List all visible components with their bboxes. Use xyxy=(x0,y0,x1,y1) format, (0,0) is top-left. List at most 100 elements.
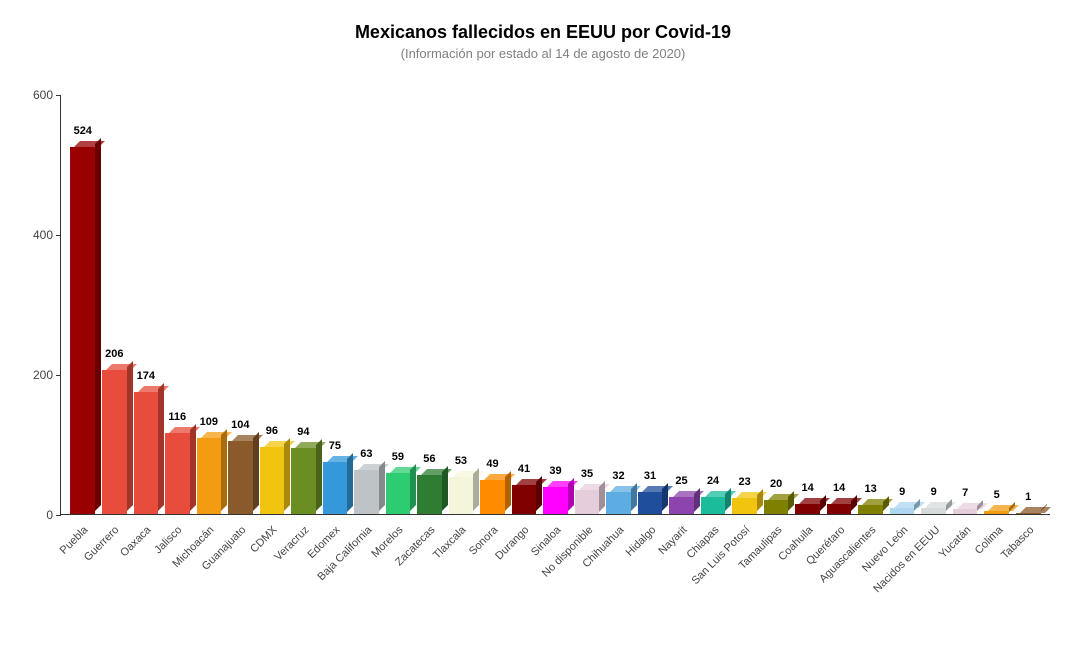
bar: 9 xyxy=(921,508,946,514)
value-label: 116 xyxy=(168,411,186,423)
value-label: 7 xyxy=(962,487,968,499)
bar: 56 xyxy=(417,475,442,514)
bar: 116 xyxy=(165,433,190,514)
bar: 14 xyxy=(795,504,820,514)
bar-slot: 524 xyxy=(67,95,99,514)
x-axis-label: Oaxaca xyxy=(118,524,153,559)
plot-area: 5242061741161091049694756359565349413935… xyxy=(60,95,1050,515)
bar: 524 xyxy=(70,147,95,514)
y-tick-mark xyxy=(56,235,61,236)
value-label: 35 xyxy=(581,468,593,480)
bar: 59 xyxy=(386,473,411,514)
bar: 104 xyxy=(228,441,253,514)
chart-title: Mexicanos fallecidos en EEUU por Covid-1… xyxy=(0,22,1086,43)
bar: 96 xyxy=(260,447,285,514)
bar-slot: 7 xyxy=(949,95,981,514)
bar-slot: 13 xyxy=(855,95,887,514)
value-label: 53 xyxy=(455,455,467,467)
y-tick-mark xyxy=(56,515,61,516)
bar: 35 xyxy=(575,490,600,515)
bar-slot: 23 xyxy=(729,95,761,514)
bar-slot: 14 xyxy=(823,95,855,514)
value-label: 9 xyxy=(931,486,937,498)
value-label: 32 xyxy=(612,470,624,482)
value-label: 109 xyxy=(200,416,218,428)
bar-slot: 31 xyxy=(634,95,666,514)
bar-slot: 104 xyxy=(225,95,257,514)
bar-slot: 5 xyxy=(981,95,1013,514)
bar: 1 xyxy=(1016,513,1041,514)
bar-slot: 75 xyxy=(319,95,351,514)
bar: 41 xyxy=(512,485,537,514)
bar-slot: 39 xyxy=(540,95,572,514)
value-label: 174 xyxy=(137,370,155,382)
x-axis-label: Tabasco xyxy=(999,524,1036,561)
value-label: 24 xyxy=(707,475,719,487)
bar: 174 xyxy=(134,392,159,514)
value-label: 20 xyxy=(770,478,782,490)
value-label: 41 xyxy=(518,463,530,475)
bar-slot: 1 xyxy=(1012,95,1044,514)
bar: 24 xyxy=(701,497,726,514)
bar-slot: 24 xyxy=(697,95,729,514)
value-label: 9 xyxy=(899,486,905,498)
bar: 39 xyxy=(543,487,568,514)
bar-top-face xyxy=(1020,507,1051,513)
bar: 9 xyxy=(890,508,915,514)
value-label: 56 xyxy=(423,453,435,465)
bar-slot: 32 xyxy=(603,95,635,514)
bar-slot: 35 xyxy=(571,95,603,514)
bar-slot: 116 xyxy=(162,95,194,514)
bar-slot: 96 xyxy=(256,95,288,514)
bar: 13 xyxy=(858,505,883,514)
y-tick-label: 600 xyxy=(33,88,53,102)
bar: 25 xyxy=(669,497,694,515)
value-label: 75 xyxy=(329,440,341,452)
value-label: 5 xyxy=(994,489,1000,501)
bar-slot: 9 xyxy=(886,95,918,514)
chart-subtitle: (Información por estado al 14 de agosto … xyxy=(0,46,1086,61)
value-label: 25 xyxy=(675,475,687,487)
bar-slot: 63 xyxy=(351,95,383,514)
x-axis-label: Durango xyxy=(494,524,532,562)
bar-slot: 56 xyxy=(414,95,446,514)
value-label: 63 xyxy=(360,448,372,460)
x-axis-label: Tlaxcala xyxy=(431,524,468,561)
bar: 63 xyxy=(354,470,379,514)
value-label: 96 xyxy=(266,425,278,437)
bar-slot: 49 xyxy=(477,95,509,514)
bar-slot: 9 xyxy=(918,95,950,514)
bar: 20 xyxy=(764,500,789,514)
bars-container: 5242061741161091049694756359565349413935… xyxy=(61,95,1050,514)
value-label: 104 xyxy=(231,419,249,431)
bar-slot: 41 xyxy=(508,95,540,514)
y-tick-label: 400 xyxy=(33,228,53,242)
y-tick-mark xyxy=(56,375,61,376)
value-label: 31 xyxy=(644,470,656,482)
bar: 94 xyxy=(291,448,316,514)
bar: 31 xyxy=(638,492,663,514)
bar: 53 xyxy=(449,477,474,514)
bar-slot: 94 xyxy=(288,95,320,514)
bar-slot: 59 xyxy=(382,95,414,514)
bar: 206 xyxy=(102,370,127,514)
value-label: 1 xyxy=(1025,491,1031,503)
bar-slot: 14 xyxy=(792,95,824,514)
value-label: 14 xyxy=(833,482,845,494)
bar: 75 xyxy=(323,462,348,515)
bar: 23 xyxy=(732,498,757,514)
bar-slot: 53 xyxy=(445,95,477,514)
x-axis-label: Yucatán xyxy=(937,524,974,561)
value-label: 94 xyxy=(297,426,309,438)
value-label: 524 xyxy=(74,125,92,137)
value-label: 14 xyxy=(801,482,813,494)
value-label: 23 xyxy=(738,476,750,488)
bar-chart: Mexicanos fallecidos en EEUU por Covid-1… xyxy=(0,0,1086,671)
bar: 109 xyxy=(197,438,222,514)
bar: 14 xyxy=(827,504,852,514)
value-label: 206 xyxy=(105,348,123,360)
x-axis-label: Hidalgo xyxy=(623,524,658,559)
bar: 7 xyxy=(953,509,978,514)
bar-slot: 25 xyxy=(666,95,698,514)
bar-slot: 174 xyxy=(130,95,162,514)
